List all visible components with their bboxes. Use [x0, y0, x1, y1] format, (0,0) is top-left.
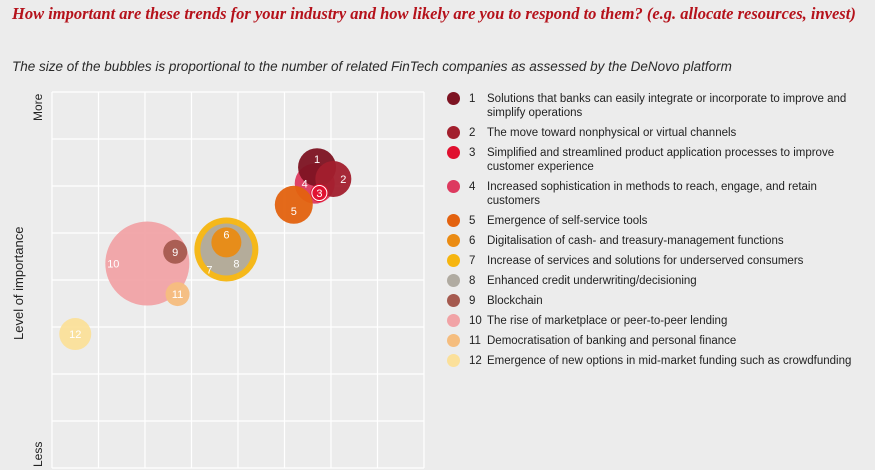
legend-number-6: 6	[469, 235, 476, 247]
legend-text-9: Blockchain	[487, 295, 543, 307]
legend-swatch-11	[447, 334, 460, 347]
legend-item-10: 10 The rise of marketplace or peer-to-pee…	[447, 314, 867, 328]
bubble-5	[274, 185, 313, 224]
bubble-6	[211, 227, 242, 258]
bubble-label-11: 11	[172, 289, 183, 301]
legend-number-12: 12	[469, 355, 482, 367]
legend-text-2: The move toward nonphysical or virtual c…	[487, 127, 737, 139]
legend-item-1: 1 Solutions that banks can easily integra…	[447, 92, 867, 120]
legend-item-8: 8 Enhanced credit underwriting/decisionin…	[447, 274, 867, 288]
legend-number-3: 3	[469, 147, 476, 159]
legend-text-1: Solutions that banks can easily integrat…	[487, 93, 847, 119]
bubble-label-7: 7	[206, 264, 212, 276]
legend-text-5: Emergence of self-service tools	[487, 215, 648, 227]
bubble-3-outline	[311, 185, 328, 202]
legend-item-9: 9 Blockchain	[447, 294, 867, 308]
legend-swatch-1	[447, 92, 460, 105]
legend-swatch-6	[447, 234, 460, 247]
legend-number-10: 10	[469, 315, 482, 327]
legend-swatch-3	[447, 146, 460, 159]
legend-number-9: 9	[469, 295, 476, 307]
bubble-label-1: 1	[314, 154, 320, 166]
bubble-label-3: 3	[316, 188, 322, 200]
legend-text-7: Increase of services and solutions for u…	[487, 255, 804, 267]
legend-number-5: 5	[469, 215, 476, 227]
legend-item-11: 11 Democratisation of banking and persona…	[447, 334, 867, 348]
legend-text-12: Emergence of new options in mid-market f…	[487, 355, 852, 367]
legend-item-12: 12 Emergence of new options in mid-market…	[447, 354, 867, 368]
bubble-label-4: 4	[302, 179, 308, 191]
bubble-12	[59, 318, 92, 351]
legend-swatch-7	[447, 254, 460, 267]
legend-swatch-4	[447, 180, 460, 193]
bubble-label-6: 6	[223, 229, 229, 241]
legend-item-2: 2 The move toward nonphysical or virtual …	[447, 126, 867, 140]
bubble-label-5: 5	[291, 206, 297, 218]
legend-swatch-2	[447, 126, 460, 139]
legend-number-2: 2	[469, 127, 476, 139]
legend-item-3: 3 Simplified and streamlined product appl…	[447, 146, 867, 174]
legend-number-8: 8	[469, 275, 476, 287]
legend-number-4: 4	[469, 181, 476, 193]
legend-swatch-9	[447, 294, 460, 307]
legend-swatch-5	[447, 214, 460, 227]
bubble-label-9: 9	[172, 247, 178, 259]
legend-number-7: 7	[469, 255, 476, 267]
legend-item-6: 6 Digitalisation of cash- and treasury-ma…	[447, 234, 867, 248]
legend-item-5: 5 Emergence of self-service tools	[447, 214, 867, 228]
legend-swatch-12	[447, 354, 460, 367]
legend-text-4: Increased sophistication in methods to r…	[487, 181, 817, 207]
legend-swatch-8	[447, 274, 460, 287]
bubble-11	[165, 282, 190, 307]
legend-number-11: 11	[469, 335, 481, 347]
bubble-label-10: 10	[107, 259, 119, 271]
chart-title: How important are these trends for your …	[12, 4, 856, 23]
legend-text-8: Enhanced credit underwriting/decisioning	[487, 275, 697, 287]
bubble-label-12: 12	[69, 329, 81, 341]
legend-text-6: Digitalisation of cash- and treasury-man…	[487, 235, 784, 247]
legend-number-1: 1	[469, 93, 476, 105]
bubble-label-8: 8	[233, 258, 239, 270]
legend: 1 Solutions that banks can easily integra…	[447, 92, 867, 374]
legend-text-11: Democratisation of banking and personal …	[487, 335, 737, 347]
bubble-3	[310, 184, 329, 203]
bubble-label-2: 2	[340, 174, 346, 186]
legend-item-7: 7 Increase of services and solutions for …	[447, 254, 867, 268]
legend-item-4: 4 Increased sophistication in methods to …	[447, 180, 867, 208]
chart-subtitle: The size of the bubbles is proportional …	[12, 59, 732, 74]
bubble-9	[163, 239, 188, 264]
legend-text-10: The rise of marketplace or peer-to-peer …	[487, 315, 728, 327]
legend-text-3: Simplified and streamlined product appli…	[487, 147, 835, 173]
legend-swatch-10	[447, 314, 460, 327]
